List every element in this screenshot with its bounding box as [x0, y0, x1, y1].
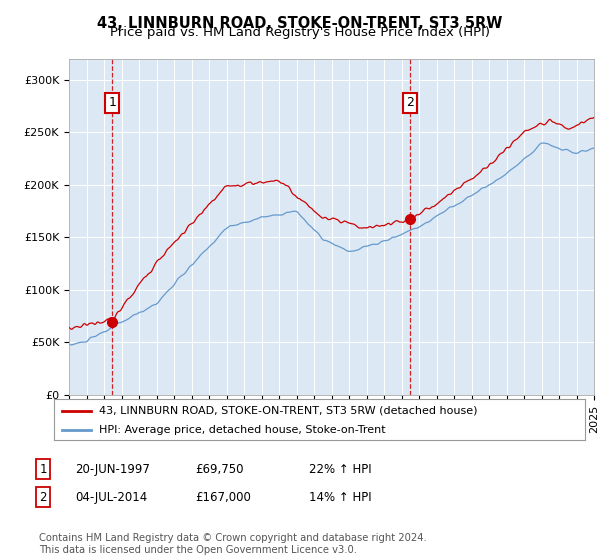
Text: 14% ↑ HPI: 14% ↑ HPI [309, 491, 371, 504]
Text: 2: 2 [406, 96, 415, 109]
Text: 04-JUL-2014: 04-JUL-2014 [75, 491, 147, 504]
Text: Contains HM Land Registry data © Crown copyright and database right 2024.
This d: Contains HM Land Registry data © Crown c… [39, 533, 427, 555]
Text: HPI: Average price, detached house, Stoke-on-Trent: HPI: Average price, detached house, Stok… [99, 424, 386, 435]
Text: 1: 1 [108, 96, 116, 109]
Text: 20-JUN-1997: 20-JUN-1997 [75, 463, 150, 476]
Text: 43, LINNBURN ROAD, STOKE-ON-TRENT, ST3 5RW: 43, LINNBURN ROAD, STOKE-ON-TRENT, ST3 5… [97, 16, 503, 31]
Text: 1: 1 [40, 463, 47, 476]
Text: Price paid vs. HM Land Registry's House Price Index (HPI): Price paid vs. HM Land Registry's House … [110, 26, 490, 39]
Text: £69,750: £69,750 [195, 463, 244, 476]
Text: £167,000: £167,000 [195, 491, 251, 504]
Text: 2: 2 [40, 491, 47, 504]
Text: 22% ↑ HPI: 22% ↑ HPI [309, 463, 371, 476]
Text: 43, LINNBURN ROAD, STOKE-ON-TRENT, ST3 5RW (detached house): 43, LINNBURN ROAD, STOKE-ON-TRENT, ST3 5… [99, 405, 478, 416]
